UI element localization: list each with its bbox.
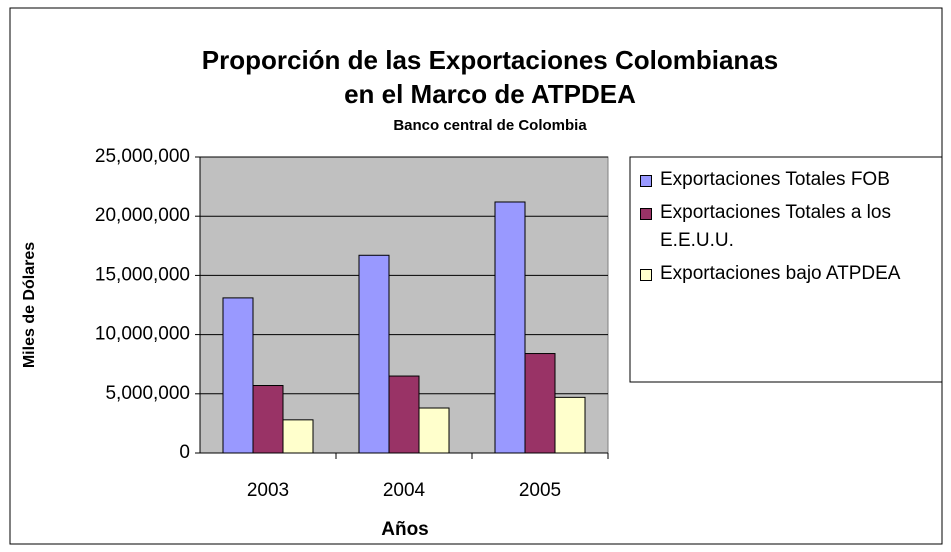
bar: [282, 419, 314, 454]
bar: [252, 385, 284, 454]
bar: [222, 297, 254, 454]
legend-entry: Exportaciones bajo ATPDEA: [640, 260, 940, 288]
x-tick-label: 2004: [383, 480, 426, 501]
legend-label: Exportaciones Totales a los E.E.U.U.: [660, 202, 891, 251]
legend-swatch: [640, 269, 652, 281]
chart-subtitle: Banco central de Colombia: [393, 117, 587, 134]
bar: [494, 201, 526, 454]
y-axis-label: Miles de Dólares: [21, 242, 38, 368]
y-tick-label: 20,000,000: [95, 205, 190, 226]
legend-box: [629, 156, 943, 383]
legend-swatch: [640, 208, 652, 220]
bar: [418, 407, 450, 454]
x-tick-label: 2005: [519, 480, 561, 501]
bar: [524, 353, 556, 454]
y-tick-label: 10,000,000: [95, 324, 190, 345]
x-tick-label: 2003: [247, 480, 289, 501]
legend-swatch: [640, 175, 652, 187]
x-axis-label: Años: [381, 519, 429, 540]
legend-label: Exportaciones bajo ATPDEA: [660, 263, 901, 284]
chart-title: Proporción de las Exportaciones Colombia…: [202, 45, 778, 109]
legend-entry: Exportaciones Totales a los E.E.U.U.: [640, 199, 940, 255]
y-tick-label: 0: [179, 442, 190, 463]
bar: [388, 375, 420, 454]
legend-entry: Exportaciones Totales FOB: [640, 166, 940, 194]
legend-label: Exportaciones Totales FOB: [660, 169, 890, 190]
y-tick-label: 5,000,000: [105, 383, 190, 404]
bar: [554, 396, 586, 454]
legend: Exportaciones Totales FOB Exportaciones T…: [640, 166, 940, 293]
bar: [358, 254, 390, 454]
y-tick-label: 25,000,000: [95, 146, 190, 167]
y-tick-label: 15,000,000: [95, 264, 190, 285]
